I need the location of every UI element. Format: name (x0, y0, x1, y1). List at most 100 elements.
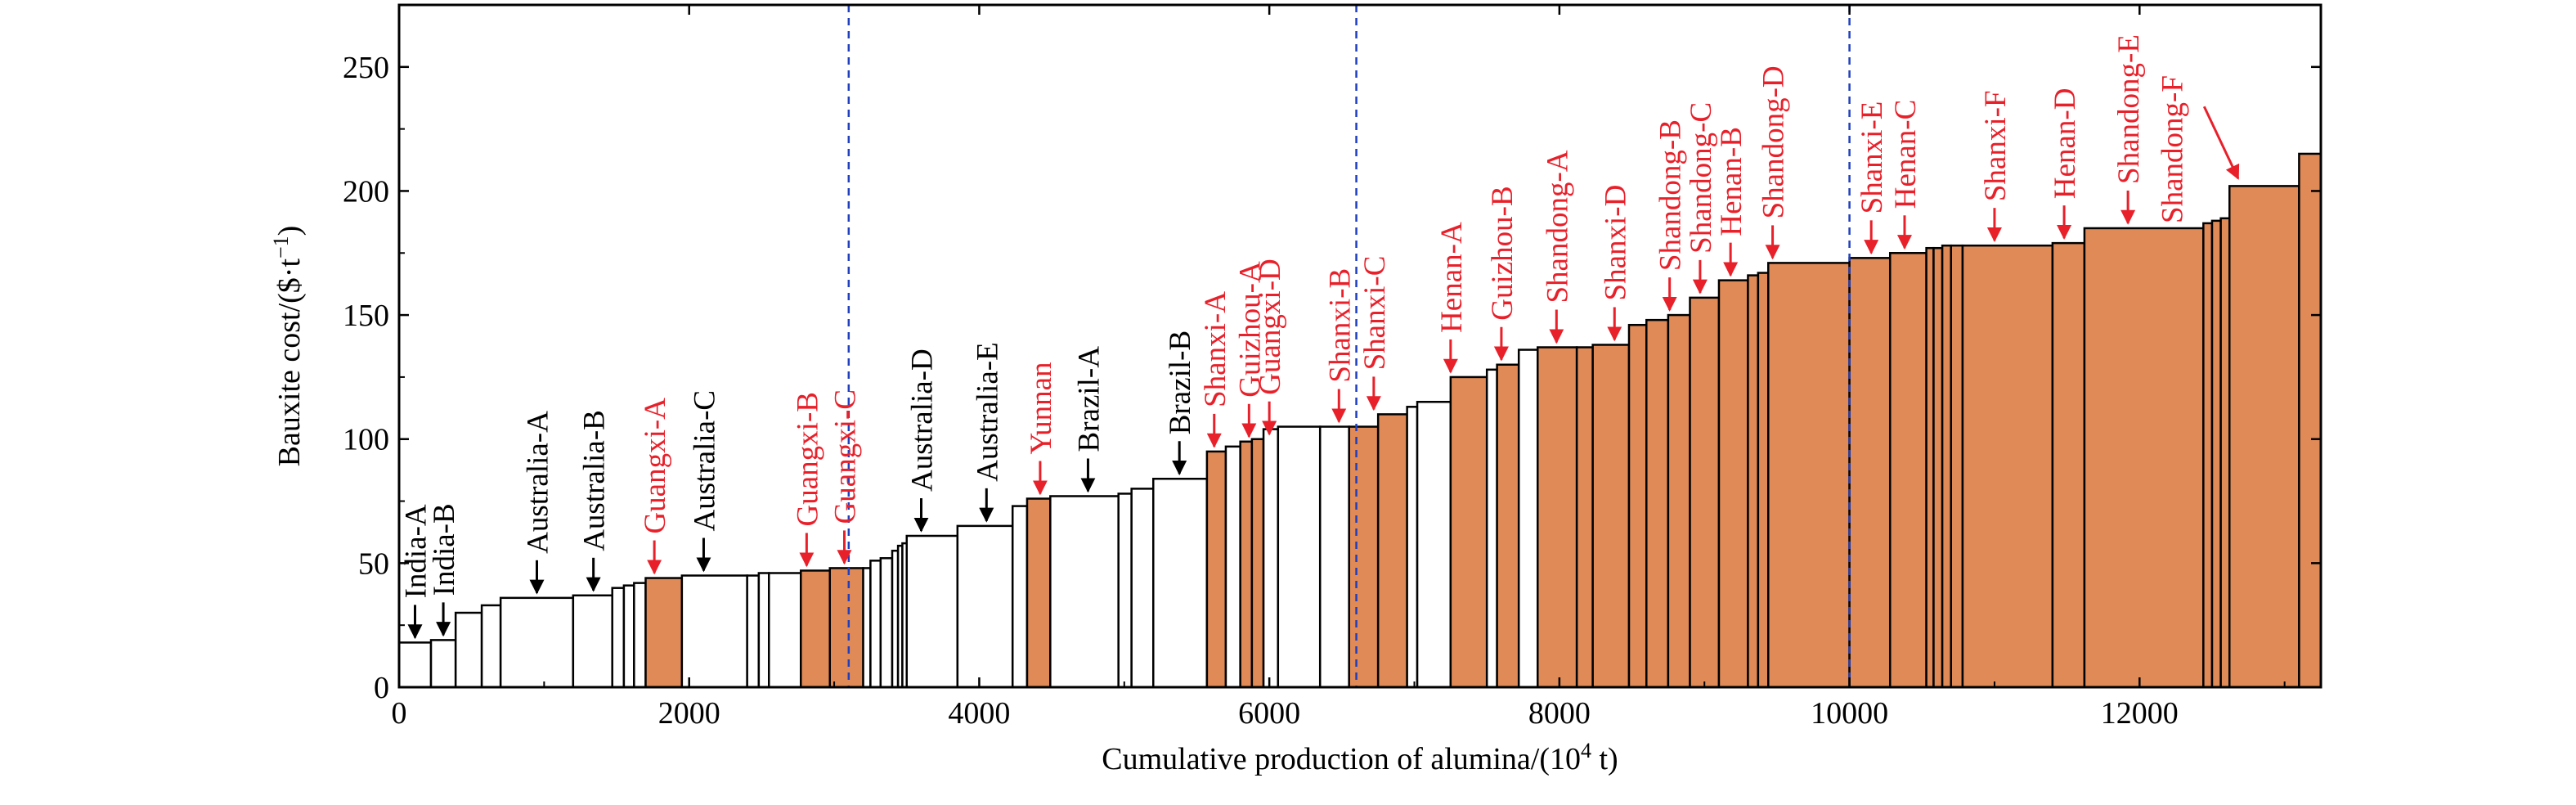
x-axis-title-main: Cumulative production of alumina/(10 (1102, 742, 1581, 776)
bar-foreign (429, 639, 457, 689)
x-tick-label: 0 (392, 696, 407, 731)
bar-foreign (572, 594, 613, 689)
bar-foreign (1224, 445, 1241, 689)
annotation: Shanxi-C (1358, 256, 1392, 411)
annotation: Australia-A (521, 411, 554, 595)
annotation-label: India-A (400, 504, 433, 598)
bar-china (1925, 246, 1935, 689)
bar-foreign (1262, 428, 1280, 689)
annotation-label: Shandong-B (1654, 119, 1688, 271)
bar-china (1747, 274, 1760, 689)
annotation-label: Guangxi-A (639, 398, 672, 534)
bar-group (397, 152, 2322, 689)
y-axis-title-main: Bauxite cost/($·t (272, 259, 307, 467)
bar-china (800, 569, 832, 689)
bar-china (1932, 246, 1944, 689)
annotation-label: Henan-C (1889, 100, 1923, 209)
bar-foreign (746, 574, 761, 689)
bar-foreign (1318, 425, 1350, 689)
bar-china (1496, 363, 1520, 689)
annotation: Guizhou-B (1486, 186, 1519, 362)
x-axis: 0 2000 4000 6000 8000 10000 12000 (392, 5, 2286, 731)
annotation: Shanxi-B (1323, 268, 1357, 424)
bar-foreign (1011, 505, 1029, 689)
bar-foreign (1517, 349, 1539, 689)
bar-china (1348, 425, 1380, 689)
bar-foreign (611, 587, 626, 689)
annotation-label: Shandong-C (1685, 102, 1718, 254)
bar-foreign (956, 524, 1014, 689)
annotation: Shandong-B (1654, 119, 1688, 312)
bar-china (1239, 440, 1254, 689)
annotation-label: Guangxi-D (1254, 259, 1287, 394)
bar-china (2202, 222, 2214, 689)
annotation: Shandong-D (1757, 65, 1791, 260)
bar-foreign (1049, 495, 1120, 689)
annotation-label: Guizhou-B (1486, 186, 1519, 320)
bar-china (1205, 450, 1227, 689)
annotation-label: Shandong-F (2156, 75, 2189, 223)
bar-china (1941, 244, 1952, 689)
bar-china (1376, 413, 1408, 689)
annotation: Guangxi-D (1254, 259, 1287, 436)
bar-foreign (499, 596, 575, 689)
divider-group (847, 5, 1851, 687)
y-axis-title: Bauxite cost/($·t−1) (269, 226, 307, 467)
annotation: Guangxi-B (791, 392, 824, 568)
annotation-label: Shanxi-D (1599, 185, 1632, 301)
bar-foreign (1416, 400, 1452, 689)
bar-foreign (1406, 406, 1419, 689)
bar-china (2298, 152, 2322, 689)
bar-china (2051, 241, 2086, 689)
bar-china (1961, 244, 2054, 689)
annotation-arrow (2202, 106, 2240, 180)
y-tick-label: 250 (343, 51, 389, 85)
y-tick-label: 100 (343, 423, 389, 457)
bar-foreign (869, 560, 882, 689)
bar-foreign (757, 572, 770, 689)
annotation-label: Henan-D (2049, 88, 2082, 200)
annotation: Australia-B (578, 410, 612, 592)
annotation: Henan-D (2049, 88, 2082, 240)
bar-foreign (768, 572, 802, 689)
annotation-label: Australia-E (971, 342, 1004, 482)
annotation-label: Shanxi-B (1323, 268, 1357, 383)
annotation: Shandong-F (2156, 75, 2240, 223)
annotation: Australia-E (971, 342, 1004, 523)
y-tick-label: 200 (343, 174, 389, 209)
annotation: Shandong-C (1685, 102, 1718, 295)
bar-china (1645, 318, 1670, 689)
bar-china (1950, 244, 1964, 689)
y-tick-label: 150 (343, 299, 389, 333)
y-axis-title-end: ) (272, 226, 307, 236)
annotation-label: Guangxi-B (791, 392, 824, 526)
bar-china (1689, 296, 1721, 689)
bar-foreign (1130, 488, 1155, 689)
x-axis-title-sup: 4 (1581, 739, 1591, 762)
bar-foreign (862, 567, 872, 689)
bar-china (1757, 272, 1770, 689)
bar-china (2228, 185, 2300, 689)
bar-china (1591, 344, 1631, 689)
annotation-label: Australia-D (905, 349, 939, 492)
annotation-label: Australia-A (521, 411, 554, 554)
bar-china (1717, 279, 1749, 689)
annotation-label: Shandong-E (2112, 34, 2146, 184)
annotation: Shanxi-D (1599, 185, 1632, 342)
bar-foreign (879, 557, 894, 689)
annotation: Australia-D (905, 349, 939, 533)
annotation-label: Brazil-B (1164, 331, 1197, 434)
bar-foreign (622, 584, 635, 689)
bar-china (1537, 346, 1578, 689)
annotation: Shanxi-E (1856, 101, 1889, 255)
bar-china (2210, 219, 2222, 689)
bar-china (1667, 313, 1691, 689)
annotation: Shanxi-F (1979, 90, 2013, 242)
annotation: Guangxi-C (828, 389, 862, 565)
y-axis: 0 50 100 150 200 250 (343, 51, 2321, 705)
bar-china (1250, 438, 1265, 689)
annotation: Henan-A (1435, 222, 1469, 374)
bar-china (1767, 262, 1851, 689)
bar-foreign (1277, 425, 1322, 689)
